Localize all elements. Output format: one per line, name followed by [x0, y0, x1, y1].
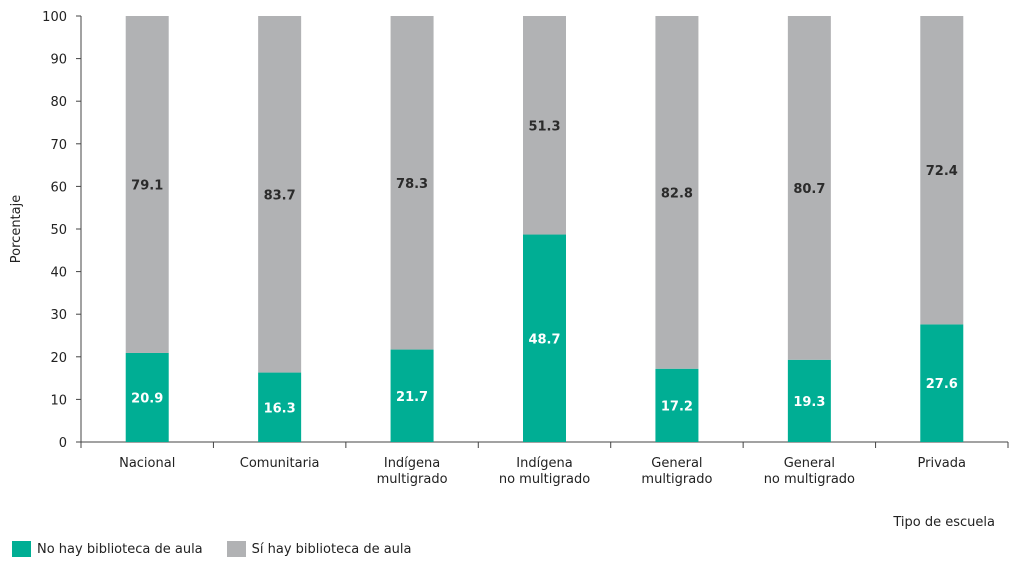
- data-label: 80.7: [793, 182, 825, 197]
- data-label: 19.3: [793, 395, 825, 410]
- y-tick-label: 40: [50, 266, 67, 281]
- y-tick-label: 20: [50, 351, 67, 366]
- bar-segment-no: [258, 372, 302, 442]
- data-label: 82.8: [661, 186, 693, 201]
- data-label: 48.7: [528, 332, 560, 347]
- bar-segment-no: [125, 352, 169, 442]
- y-tick-label: 60: [50, 180, 67, 195]
- bar-segment-si: [125, 16, 169, 353]
- data-label: 72.4: [926, 164, 958, 179]
- y-axis-title: Porcentaje: [9, 195, 24, 263]
- y-tick-label: 70: [50, 138, 67, 153]
- bar-segment-si: [787, 16, 831, 360]
- legend-label-no: No hay biblioteca de aula: [37, 541, 203, 557]
- data-label: 21.7: [396, 390, 428, 405]
- bar-segment-si: [523, 16, 566, 235]
- legend-item-si: Sí hay biblioteca de aula: [226, 541, 412, 557]
- x-tick-label: Privada: [918, 456, 966, 471]
- x-tick-label: Indígena: [516, 456, 572, 471]
- data-label: 78.3: [396, 177, 428, 192]
- stacked-bar-chart: Porcentaje Tipo de escuela 0 10 20 30 40 50 60…: [9, 10, 1009, 530]
- bar-segment-no: [787, 359, 831, 442]
- bar-segment-si: [920, 16, 964, 325]
- legend-label-si: Sí hay biblioteca de aula: [251, 541, 412, 557]
- bar-segment-no: [920, 324, 964, 442]
- x-tick-label: General: [784, 456, 835, 471]
- x-tick-label: no multigrado: [499, 472, 590, 487]
- y-tick-label: 80: [50, 95, 67, 110]
- bar-segment-si: [390, 16, 434, 350]
- y-tick-label: 30: [50, 308, 67, 323]
- data-label: 83.7: [264, 188, 296, 203]
- data-label: 20.9: [131, 391, 163, 406]
- data-label: 27.6: [926, 377, 958, 392]
- bar-segment-no: [655, 368, 699, 442]
- legend-swatch-no: [12, 541, 31, 557]
- bar-segment-no: [390, 349, 434, 442]
- legend: No hay biblioteca de aula Sí hay bibliot…: [12, 541, 411, 557]
- data-label: 79.1: [131, 178, 163, 193]
- x-tick-label: Indígena: [384, 456, 440, 471]
- legend-item-no: No hay biblioteca de aula: [12, 541, 203, 557]
- data-label: 51.3: [528, 119, 560, 134]
- y-tick-label: 50: [50, 223, 67, 238]
- y-tick-label: 0: [59, 436, 67, 451]
- y-tick-label: 100: [42, 10, 67, 25]
- x-tick-label: multigrado: [641, 472, 712, 487]
- data-label: 16.3: [264, 401, 296, 416]
- y-tick-label: 10: [50, 393, 67, 408]
- x-tick-label: multigrado: [377, 472, 448, 487]
- data-label: 17.2: [661, 399, 693, 414]
- y-tick-label: 90: [50, 53, 67, 68]
- x-tick-label: Nacional: [119, 456, 175, 471]
- bar-segment-si: [655, 16, 699, 369]
- bar-segment-si: [258, 16, 302, 373]
- legend-swatch-si: [226, 541, 246, 557]
- x-axis-title: Tipo de escuela: [892, 515, 995, 530]
- bar-segment-no: [523, 234, 566, 442]
- x-tick-label: Comunitaria: [240, 456, 320, 471]
- x-tick-label: no multigrado: [764, 472, 855, 487]
- x-tick-label: General: [651, 456, 702, 471]
